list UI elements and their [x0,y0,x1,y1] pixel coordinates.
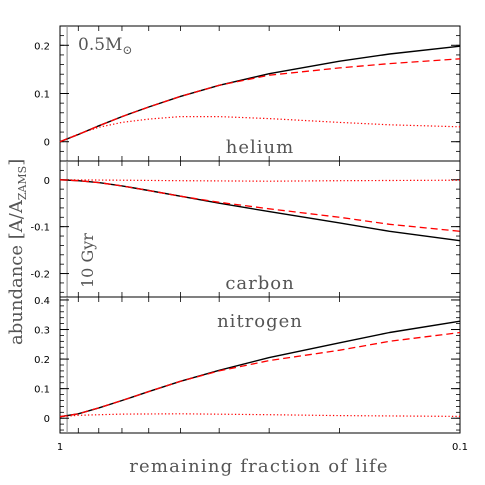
y-axis-label-end: ] [6,159,27,166]
y-tick-label: 0.1 [34,90,50,101]
panel-name-label: nitrogen [217,311,303,332]
y-tick-label: 0.3 [34,326,50,337]
y-tick-label: -0.2 [30,270,50,281]
y-tick-label: -0.1 [30,223,50,234]
series-line-dashed [59,179,461,232]
y-axis-label-sub: ZAMS [16,166,29,200]
age-label: 10 Gyr [78,233,97,288]
y-tick-label: 0.1 [34,385,50,396]
panel-carbon: 0 -0.1 -0.2 carbon [30,160,461,298]
y-tick-label: 0.4 [34,296,50,307]
series-line-dotted [59,179,461,182]
series-line-solid [59,179,461,242]
y-tick-label: 0.2 [34,355,50,366]
series-line-solid [59,45,461,143]
series-line-dotted [59,413,461,418]
y-axis-label: abundance [A/AZAMS] [6,159,29,345]
x-axis-label: remaining fraction of life [129,456,388,477]
mass-label-text: 0.5M [78,35,122,55]
mass-label: 0.5M⊙ [78,35,133,57]
sun-symbol: ⊙ [122,43,132,57]
y-tick-label: 0 [44,176,50,187]
panel-nitrogen: 0 0.1 0.2 0.3 0.4 nitrogen [34,296,461,434]
y-tick-label: 0.2 [34,41,50,52]
x-tick-label: 0.1 [452,442,468,453]
series-line-dashed [59,331,461,418]
y-tick-label: 0 [44,138,50,149]
x-tick-label: 1 [57,442,63,453]
series-line-dashed [59,58,461,143]
series-line-solid [59,320,461,418]
y-axis-label-main: abundance [A/A [6,199,27,345]
x-tick-labels: 1 0.1 [57,442,468,453]
y-tick-label: 0 [44,414,50,425]
panels-layer: 0 0.1 0.2 helium 0 -0.1 -0.2 carbon 0 0.1 0.2 0.3 0.… [30,25,468,453]
panel-name-label: helium [226,137,294,158]
panel-name-label: carbon [225,273,294,294]
